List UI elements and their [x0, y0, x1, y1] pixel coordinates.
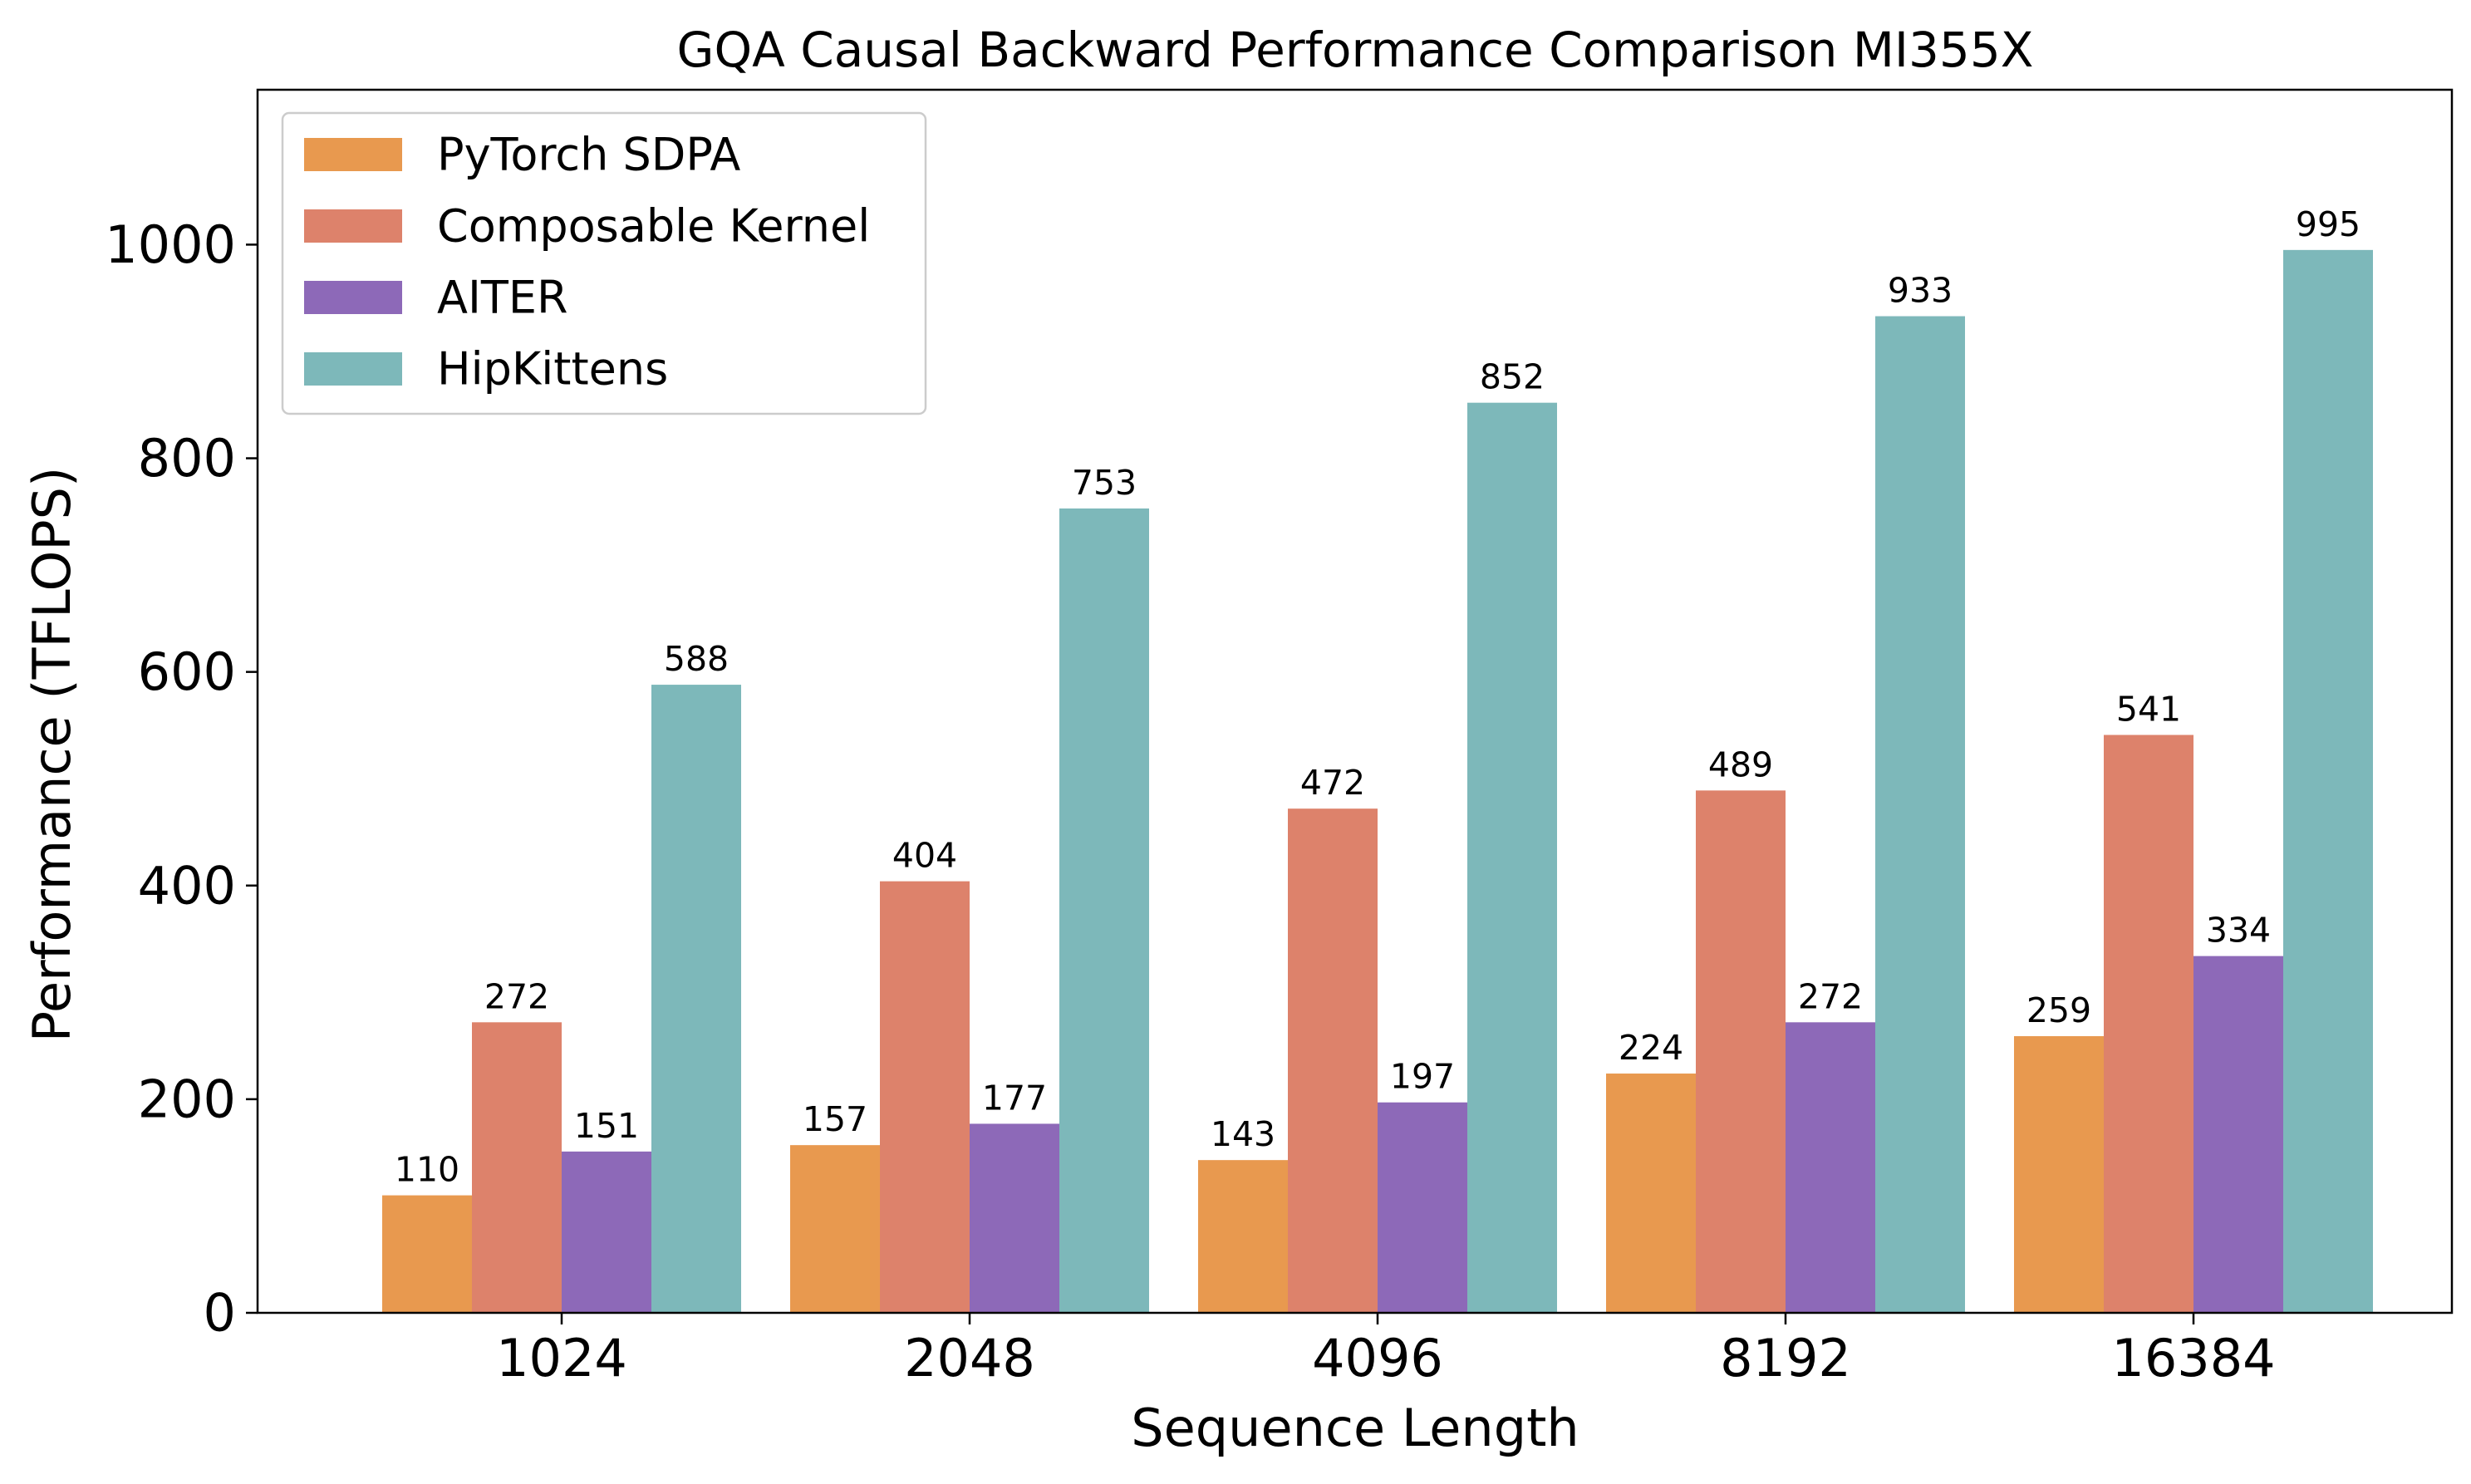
- data-label-aiter-8192: 272: [1798, 976, 1863, 1016]
- y-tick-label: 0: [204, 1283, 236, 1344]
- data-label-composable-kernel-2048: 404: [892, 836, 957, 876]
- data-label-hipkittens-1024: 588: [664, 639, 729, 679]
- bar-aiter-16384: [2193, 956, 2283, 1313]
- data-label-hipkittens-8192: 933: [1888, 271, 1953, 311]
- data-label-pytorch-sdpa-1024: 110: [395, 1150, 459, 1190]
- bar-pytorch-sdpa-16384: [2014, 1036, 2104, 1313]
- data-label-composable-kernel-1024: 272: [484, 976, 549, 1016]
- bar-pytorch-sdpa-4096: [1198, 1160, 1288, 1313]
- bars-layer: [382, 249, 2373, 1314]
- legend-swatch-composable-kernel: [304, 209, 402, 243]
- data-label-aiter-2048: 177: [982, 1078, 1047, 1118]
- y-tick-label: 400: [138, 855, 236, 916]
- legend-swatch-pytorch-sdpa: [304, 138, 402, 171]
- legend-label-composable-kernel: Composable Kernel: [437, 200, 870, 253]
- data-label-hipkittens-2048: 753: [1072, 463, 1137, 503]
- bar-composable-kernel-16384: [2104, 735, 2193, 1313]
- data-labels-layer: 110 157 143 224 259 272 404 472 489 541 151 177 197 2…: [395, 204, 2360, 1190]
- x-tick-label: 4096: [1312, 1328, 1443, 1388]
- x-tick-label: 1024: [496, 1328, 627, 1388]
- legend: PyTorch SDPA Composable Kernel AITER HipKit…: [281, 111, 927, 415]
- data-label-hipkittens-16384: 995: [2296, 204, 2360, 244]
- bar-hipkittens-16384: [2283, 249, 2373, 1314]
- bar-composable-kernel-8192: [1696, 790, 1786, 1313]
- bar-aiter-2048: [970, 1123, 1059, 1313]
- bar-hipkittens-8192: [1875, 316, 1965, 1314]
- y-tick-label: 200: [138, 1069, 236, 1129]
- axes-layer: 0 200 400 600 800 1000 1024 2048 4096 8192 16384: [105, 88, 2454, 1388]
- bar-composable-kernel-1024: [472, 1022, 562, 1313]
- legend-label-aiter: AITER: [437, 272, 568, 324]
- bar-pytorch-sdpa-8192: [1606, 1074, 1696, 1313]
- data-label-aiter-4096: 197: [1390, 1057, 1455, 1097]
- legend-swatch-aiter: [304, 281, 402, 314]
- data-label-composable-kernel-4096: 472: [1300, 763, 1365, 803]
- legend-box: [281, 111, 927, 415]
- y-tick-label: 600: [138, 641, 236, 702]
- x-axis-label: Sequence Length: [1131, 1398, 1579, 1458]
- legend-label-hipkittens: HipKittens: [437, 343, 668, 396]
- x-tick-label: 8192: [1720, 1328, 1851, 1388]
- bar-hipkittens-4096: [1467, 402, 1557, 1313]
- data-label-composable-kernel-16384: 541: [2116, 689, 2181, 729]
- plot-frame: [256, 88, 2454, 1314]
- data-label-aiter-1024: 151: [574, 1106, 639, 1146]
- y-tick-label: 800: [138, 428, 236, 489]
- x-tick-label: 2048: [904, 1328, 1035, 1388]
- data-label-pytorch-sdpa-4096: 143: [1211, 1114, 1275, 1154]
- chart-title: GQA Causal Backward Performance Comparis…: [677, 22, 2034, 78]
- data-label-pytorch-sdpa-2048: 157: [803, 1099, 867, 1139]
- legend-swatch-hipkittens: [304, 352, 402, 386]
- bar-composable-kernel-2048: [880, 881, 970, 1313]
- bar-aiter-8192: [1786, 1022, 1875, 1313]
- y-axis-label: Performance (TFLOPS): [22, 467, 82, 1042]
- bar-pytorch-sdpa-1024: [382, 1195, 472, 1313]
- data-label-pytorch-sdpa-16384: 259: [2026, 990, 2091, 1030]
- y-tick-label: 1000: [105, 214, 236, 275]
- x-tick-label: 16384: [2111, 1328, 2275, 1388]
- bar-aiter-4096: [1378, 1102, 1467, 1313]
- legend-label-pytorch-sdpa: PyTorch SDPA: [437, 129, 740, 181]
- bar-pytorch-sdpa-2048: [790, 1145, 880, 1313]
- data-label-aiter-16384: 334: [2206, 911, 2271, 951]
- bar-hipkittens-1024: [651, 685, 741, 1313]
- data-label-composable-kernel-8192: 489: [1708, 744, 1773, 784]
- bar-hipkittens-2048: [1059, 508, 1149, 1313]
- bar-composable-kernel-4096: [1288, 808, 1378, 1313]
- bar-aiter-1024: [562, 1151, 651, 1313]
- data-label-hipkittens-4096: 852: [1480, 357, 1545, 397]
- data-label-pytorch-sdpa-8192: 224: [1619, 1028, 1683, 1068]
